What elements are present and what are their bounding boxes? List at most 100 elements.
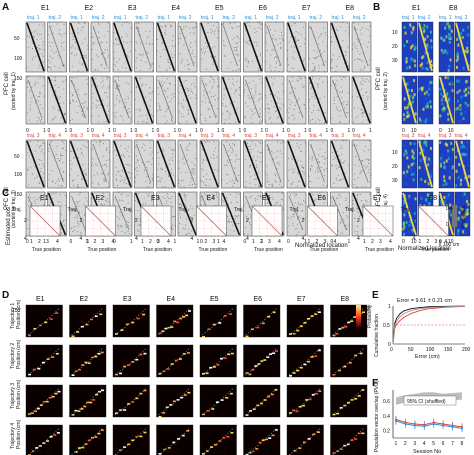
raster-dot — [100, 41, 102, 43]
raster-dot — [338, 110, 340, 112]
raster-dot — [276, 202, 278, 204]
raster-dot — [234, 218, 236, 220]
ylabel: Cumulative fraction — [374, 314, 380, 357]
raster-dot — [272, 38, 274, 40]
tick: 1 — [363, 239, 366, 245]
raster-dot — [27, 169, 29, 171]
raster-dot — [107, 76, 109, 78]
raster-dot — [113, 69, 115, 71]
posterior-mark — [245, 414, 249, 416]
raster-dot — [322, 41, 324, 43]
raster-dot — [71, 77, 73, 79]
traj-label: traj. 3 — [439, 133, 452, 139]
raster-dot — [146, 37, 148, 39]
raster-dot — [151, 200, 153, 202]
sequence-diagonal-faint — [223, 143, 238, 183]
raster-dot — [214, 30, 216, 32]
cdf-line — [392, 305, 466, 345]
posterior-mark — [81, 446, 85, 449]
posterior-mark — [272, 311, 276, 314]
raster-dot — [251, 114, 253, 116]
raster-dot — [269, 90, 271, 92]
raster-dot — [361, 112, 363, 114]
raster-dot — [330, 67, 332, 69]
raster-dot — [338, 56, 340, 58]
raster-dot — [96, 172, 98, 174]
raster-dot — [357, 96, 359, 98]
raster-dot — [72, 100, 74, 102]
raster-dot — [203, 47, 205, 49]
raster-dot — [124, 49, 126, 51]
raster-dot — [312, 76, 314, 78]
raster-dot — [50, 193, 52, 195]
raster-dot — [312, 118, 314, 120]
posterior-mark — [314, 355, 318, 358]
raster-dot — [224, 45, 226, 47]
raster-dot — [345, 54, 347, 56]
raster-dot — [51, 141, 53, 143]
heat-cell — [425, 90, 428, 94]
raster-dot — [104, 178, 106, 180]
raster-dot — [341, 147, 343, 149]
raster-dot — [304, 38, 306, 40]
raster-dot — [141, 84, 143, 86]
raster-dot — [183, 186, 185, 188]
raster-dot — [103, 180, 105, 182]
panel-label: C — [2, 188, 9, 199]
heat-cell — [440, 98, 443, 102]
raster-dot — [134, 199, 136, 201]
heat-cell — [405, 82, 408, 86]
raster-dot — [162, 84, 164, 86]
raster-dot — [291, 183, 293, 185]
raster-dot — [301, 204, 303, 206]
posterior-mark — [337, 369, 341, 372]
raster-dot — [35, 81, 37, 83]
heat-cell — [460, 178, 463, 182]
raster-dot — [310, 169, 312, 171]
chart-title: Error = 9.61 ± 0.21 cm — [397, 298, 452, 304]
posterior-mark — [180, 396, 184, 399]
raster-dot — [70, 47, 72, 49]
heat-cell — [422, 55, 425, 59]
raster-dot — [201, 195, 203, 197]
posterior-mark — [127, 364, 131, 366]
heat-cell — [465, 93, 468, 97]
raster-dot — [63, 171, 65, 173]
raster-dot — [81, 103, 83, 105]
raster-dot — [229, 122, 231, 124]
heat-diagonal — [455, 22, 470, 72]
sequence-diagonal — [200, 140, 219, 188]
raster-dot — [236, 107, 238, 109]
xlabel: Time (s) — [204, 449, 226, 455]
raster-dot — [126, 54, 128, 56]
raster-dot — [314, 171, 316, 173]
heat-cell — [455, 65, 458, 69]
posterior-mark — [35, 447, 39, 449]
raster-dot — [246, 57, 248, 59]
posterior-mark — [230, 431, 234, 434]
raster-dot — [80, 148, 82, 150]
raster-dot — [296, 101, 298, 103]
posterior-mark — [269, 353, 273, 355]
posterior-mark — [298, 405, 302, 408]
raster-dot — [179, 208, 181, 210]
raster-dot — [27, 35, 29, 37]
heat-cell — [445, 197, 448, 201]
raster-dot — [257, 100, 259, 102]
true-position-trace — [158, 307, 191, 336]
raster-dot — [259, 54, 261, 56]
raster-dot — [200, 180, 202, 182]
raster-dot — [292, 91, 294, 93]
raster-dot — [293, 213, 295, 215]
raster-dot — [362, 94, 364, 96]
posterior-mark — [308, 398, 312, 401]
raster-dot — [43, 165, 45, 167]
raster-dot — [245, 215, 247, 217]
true-position-trace — [114, 427, 147, 455]
raster-dot — [64, 195, 66, 197]
sequence-diagonal-faint — [179, 25, 195, 67]
raster-dot — [38, 147, 40, 149]
tick: 1 — [369, 128, 372, 134]
raster-dot — [129, 50, 131, 52]
raster-dot — [165, 166, 167, 168]
